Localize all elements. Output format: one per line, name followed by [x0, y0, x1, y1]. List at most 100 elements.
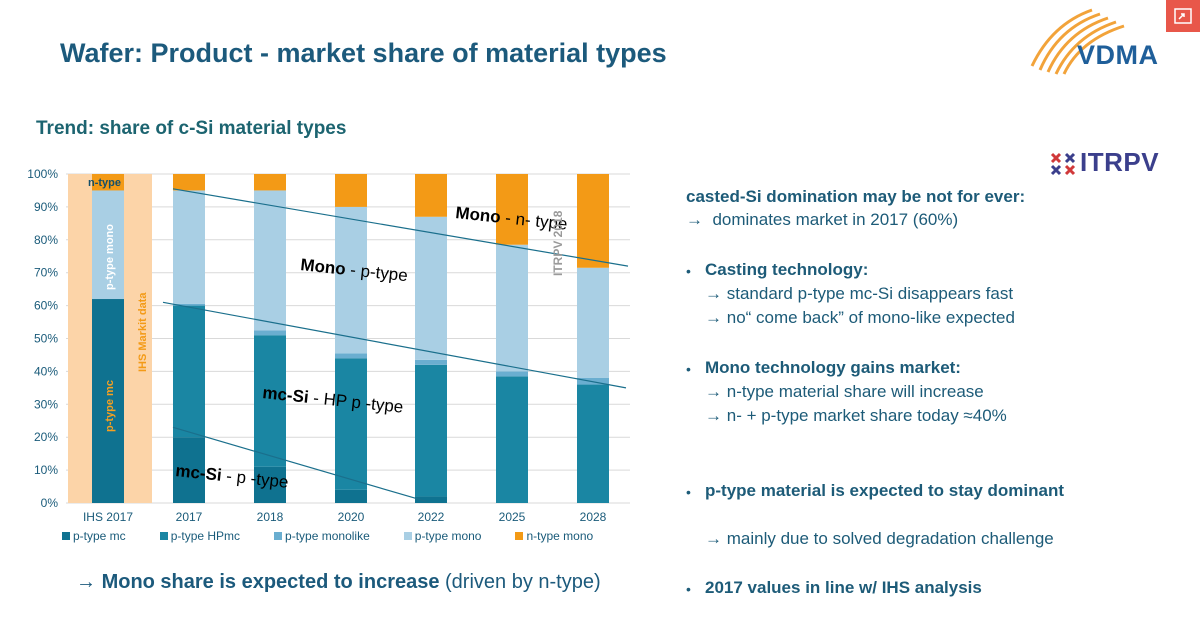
- legend-label: n-type mono: [526, 529, 594, 543]
- arrow-icon: →: [76, 571, 96, 593]
- fullscreen-button[interactable]: [1166, 0, 1200, 32]
- bar-segment: [173, 305, 205, 438]
- stacked-bar-chart: 0% 10% 20% 30% 40% 50% 60% 70% 80% 90% 100% IHS 20…: [27, 167, 630, 524]
- bar-segment: [173, 190, 205, 304]
- itrpv-watermark: ITRPV 2018: [551, 210, 565, 276]
- text: standard p-type mc-Si disappears fast: [726, 284, 1014, 303]
- arrow-icon: →: [705, 529, 722, 548]
- vdma-logo-swoosh-icon: [1030, 8, 1125, 75]
- bullet-icon: •: [686, 484, 691, 500]
- x-tick-label: 2022: [418, 510, 445, 524]
- bar-segment: [415, 359, 447, 365]
- y-tick-label: 10%: [34, 463, 58, 477]
- bar-segment: [254, 174, 286, 191]
- x-tick-label: IHS 2017: [83, 510, 133, 524]
- arrow-icon: →: [705, 308, 722, 327]
- bar-segment: [335, 174, 367, 207]
- bar-segment: [254, 190, 286, 331]
- chart-subtitle: Trend: share of c-Si material types: [36, 118, 347, 139]
- legend-swatch: [403, 532, 412, 540]
- legend-item-p-type-mc: p-type mc: [62, 529, 126, 543]
- legend-label: p-type mc: [73, 529, 126, 543]
- y-tick-label: 50%: [34, 332, 58, 346]
- text: n- + p-type market share today ≈40%: [726, 406, 1007, 425]
- y-tick-label: 90%: [34, 200, 58, 214]
- y-tick-label: 40%: [34, 364, 58, 378]
- bar-segment: [415, 364, 447, 497]
- ihs-line: 2017 values in line w/ IHS analysis: [705, 578, 982, 597]
- y-tick-label: 80%: [34, 233, 58, 247]
- legend-swatch: [515, 532, 524, 540]
- conclusion-bold: Mono share is expected to increase: [101, 571, 440, 593]
- itrpv-logo-icon: [1050, 152, 1076, 176]
- panel-heading-sub: → dominates market in 2017 (60%): [686, 210, 958, 230]
- bar-segment: [577, 384, 609, 503]
- panel-heading: casted-Si domination may be not for ever…: [686, 187, 1026, 206]
- text: mainly due to solved degradation challen…: [726, 529, 1054, 548]
- page-title: Wafer: Product - market share of materia…: [60, 38, 667, 68]
- bar-segment: [577, 174, 609, 268]
- arrow-icon: →: [705, 284, 722, 303]
- bar-segment: [254, 330, 286, 336]
- text: no“ come back” of mono-like expected: [726, 308, 1015, 327]
- text: dominates market in 2017 (60%): [712, 210, 959, 229]
- annotation-mono-n-type: Mono - n- type: [455, 203, 569, 234]
- x-tick-label: 2018: [257, 510, 284, 524]
- arrow-icon: →: [686, 210, 703, 229]
- arrow-icon: →: [705, 406, 722, 425]
- ptype-title: p-type material is expected to stay domi…: [705, 481, 1064, 500]
- y-tick-label: 30%: [34, 397, 58, 411]
- x-tick-label: 2020: [338, 510, 365, 524]
- bullet-icon: •: [686, 361, 691, 377]
- bar-segment: [335, 353, 367, 359]
- bar-segment: [415, 216, 447, 360]
- arrow-icon: →: [705, 382, 722, 401]
- bar-segment: [173, 303, 205, 306]
- bar-segment: [577, 267, 609, 378]
- ihs-label-n-type: n-type: [88, 177, 121, 189]
- bar-segment: [496, 371, 528, 377]
- legend-label: p-type monolike: [285, 529, 370, 543]
- bar-segment: [254, 466, 286, 503]
- legend-swatch: [62, 532, 70, 540]
- bar-segment: [335, 206, 367, 354]
- legend-item-p-type-hpmc: p-type HPmc: [159, 529, 241, 543]
- itrpv-logo-text: ITRPV: [1080, 147, 1160, 177]
- ptype-item-1: → mainly due to solved degradation chall…: [705, 529, 1054, 549]
- casting-item-1: → standard p-type mc-Si disappears fast: [705, 284, 1013, 304]
- bar-segment: [496, 174, 528, 245]
- x-tick-label: 2025: [499, 510, 526, 524]
- ihs-label-source: IHS Markit data: [137, 292, 149, 372]
- ihs-label-p-type-mc: p-type mc: [104, 380, 116, 432]
- bar-segment: [496, 244, 528, 372]
- x-tick-label: 2028: [580, 510, 607, 524]
- y-tick-label: 60%: [34, 299, 58, 313]
- bar-segment: [92, 190, 124, 300]
- y-tick-label: 70%: [34, 266, 58, 280]
- bar-segment: [496, 376, 528, 503]
- bar-segment: [173, 437, 205, 503]
- bar-segment: [173, 174, 205, 191]
- chart-legend: p-type mc p-type HPmc p-type monolike p-…: [62, 529, 593, 543]
- legend-swatch: [274, 532, 283, 540]
- bar-segment: [415, 174, 447, 217]
- x-tick-label: 2017: [176, 510, 203, 524]
- bullet-icon: •: [686, 581, 691, 597]
- trend-line: [172, 188, 629, 267]
- mono-title: Mono technology gains market:: [705, 358, 961, 377]
- bar-segment: [92, 174, 124, 191]
- mono-item-1: → n-type material share will increase: [705, 382, 984, 402]
- bullet-icon: •: [686, 263, 691, 279]
- ihs-label-p-type-mono: p-type mono: [104, 224, 116, 290]
- legend-item-n-type-mono: n-type mono: [515, 529, 593, 543]
- legend-label: p-type mono: [414, 529, 482, 543]
- conclusion-text: → Mono share is expected to increase (dr…: [76, 571, 601, 594]
- mono-item-2: → n- + p-type market share today ≈40%: [705, 406, 1007, 426]
- y-tick-label: 20%: [34, 430, 58, 444]
- legend-item-p-type-monolike: p-type monolike: [274, 529, 370, 543]
- bar-segment: [335, 358, 367, 490]
- legend-label: p-type HPmc: [170, 529, 241, 543]
- y-tick-label: 0%: [41, 496, 59, 510]
- conclusion-rest: (driven by n-type): [439, 571, 601, 593]
- trend-line: [172, 426, 427, 502]
